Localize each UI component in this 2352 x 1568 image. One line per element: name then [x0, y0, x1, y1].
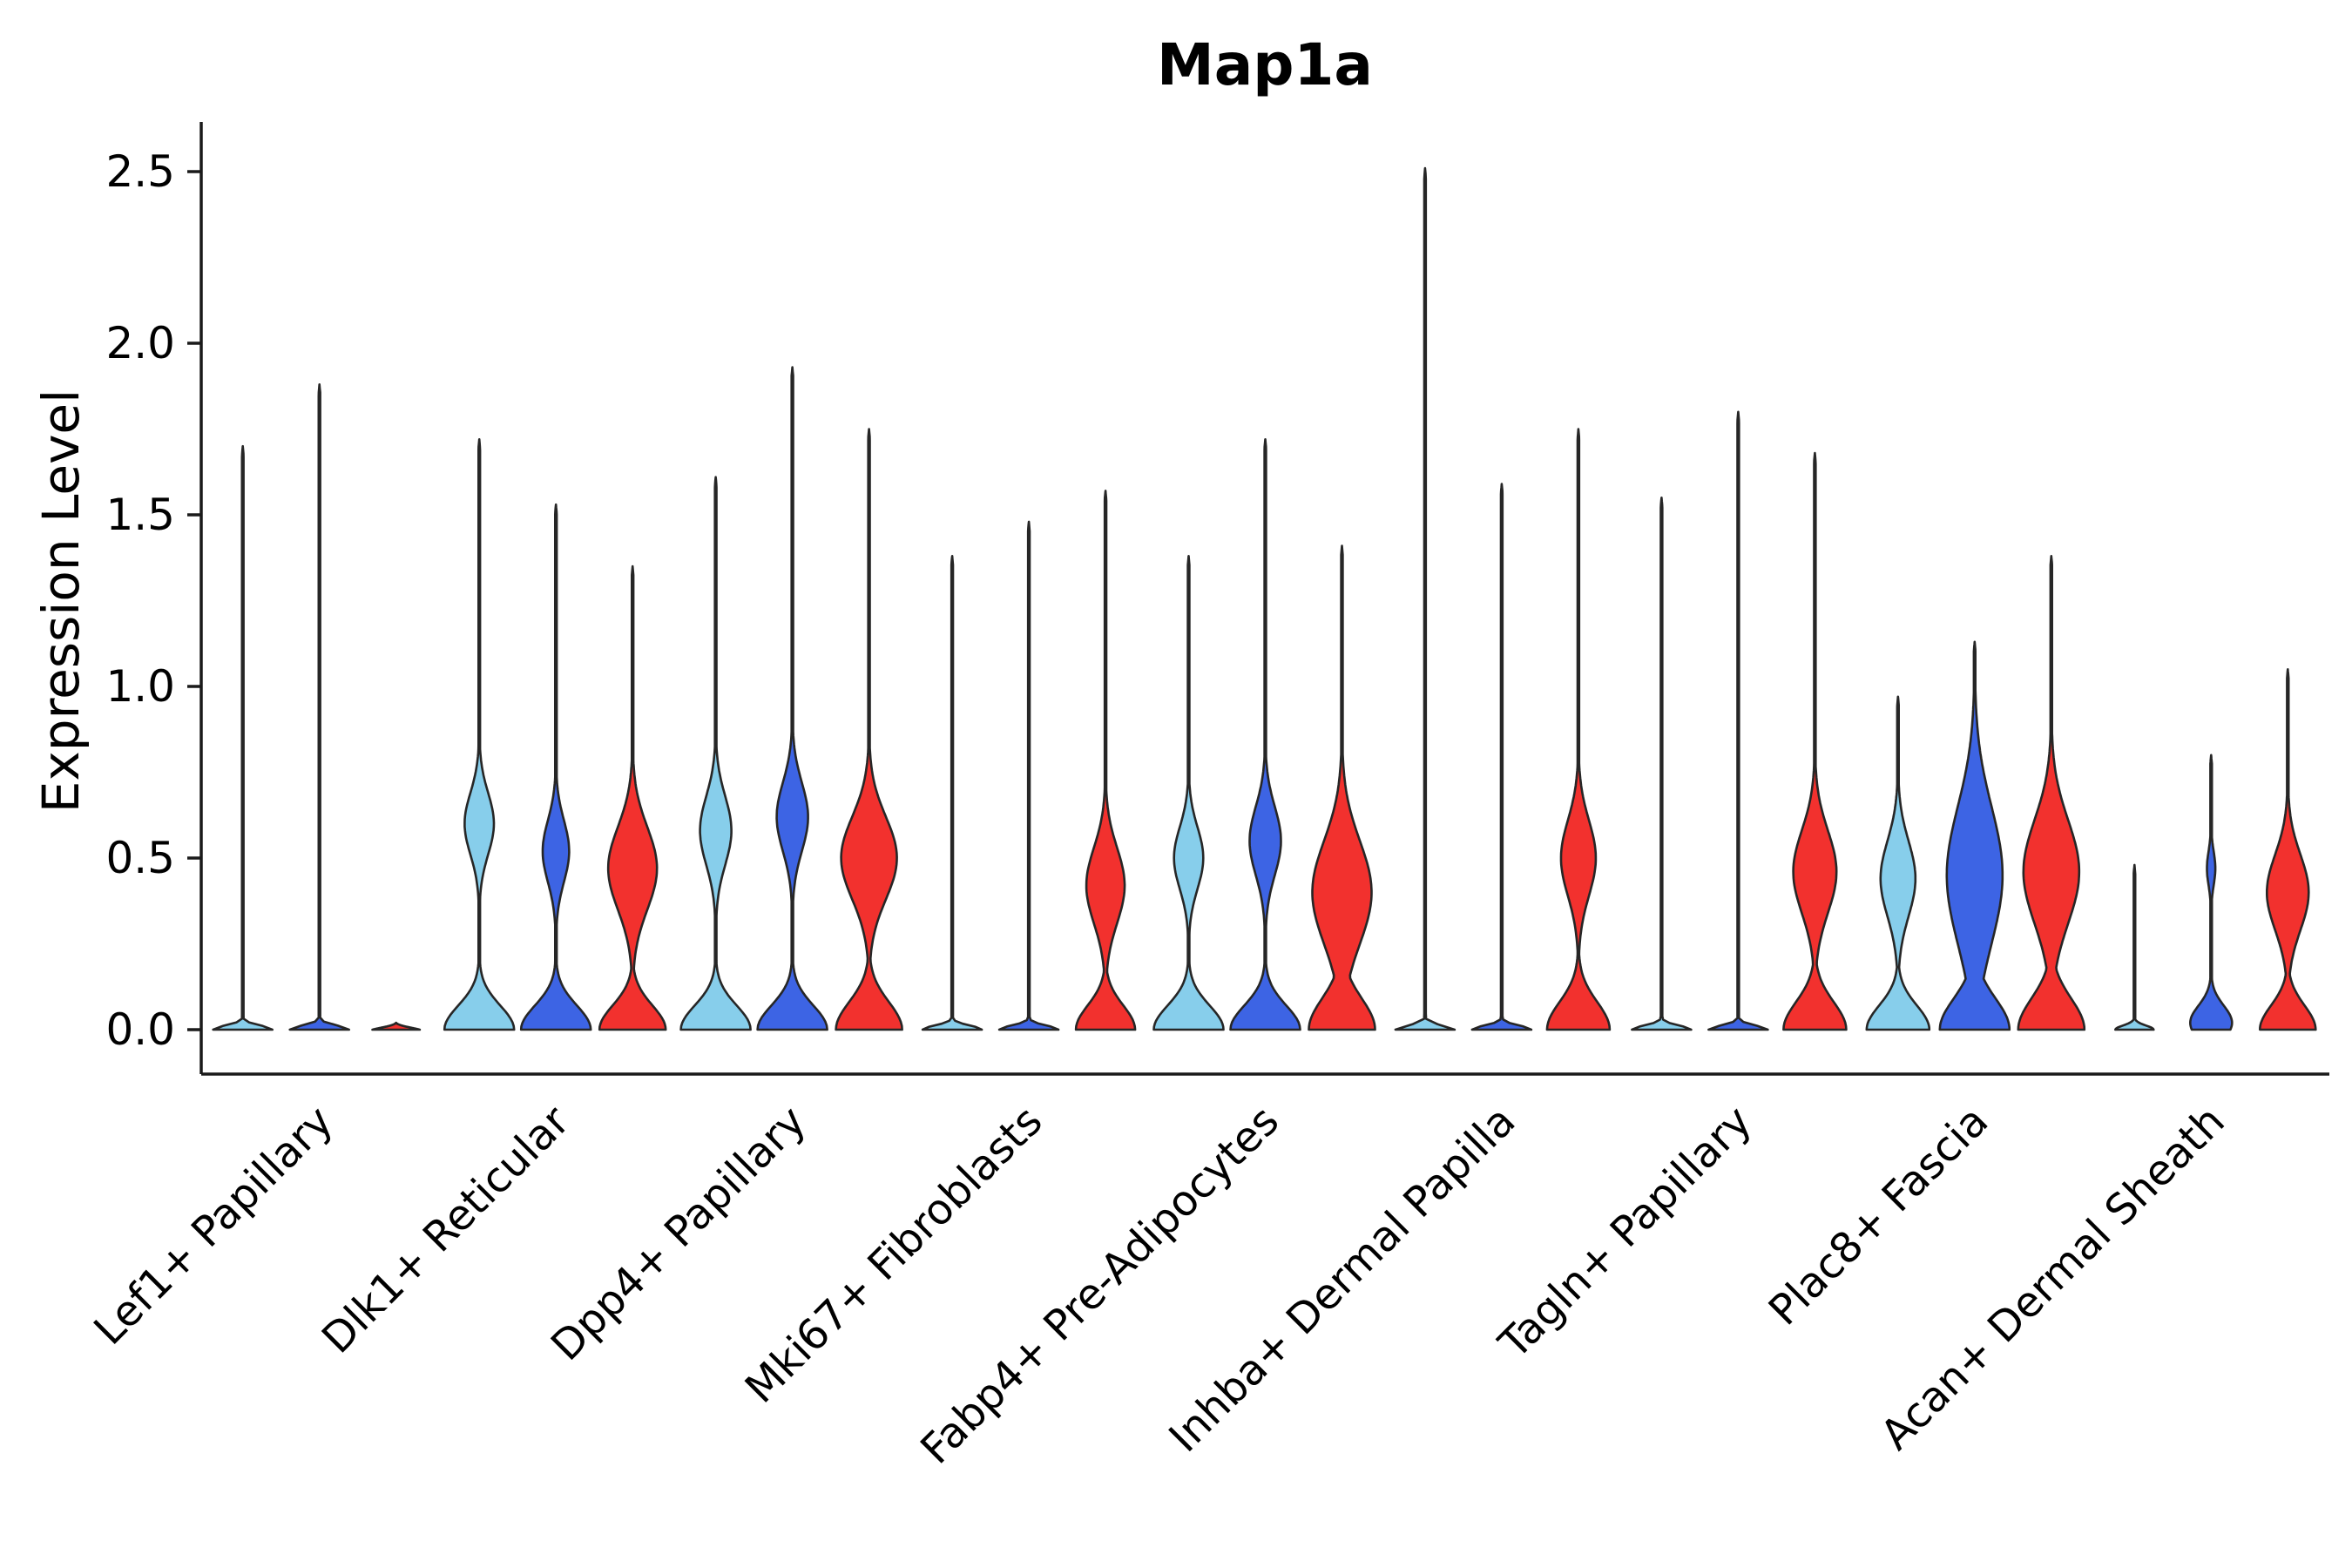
- violin-group-blue: [1707, 410, 1769, 1031]
- violin-group-lightblue: [1394, 166, 1456, 1031]
- y-tick-label: 1.0: [105, 661, 175, 712]
- violin-group-red: [2259, 668, 2317, 1031]
- violin-group-red: [371, 1021, 422, 1031]
- y-tick-label: 2.5: [105, 146, 175, 197]
- violin-group-blue: [997, 520, 1060, 1031]
- violin-group-lightblue: [1152, 555, 1225, 1031]
- x-tick-label: Lef1+ Papillary: [84, 1097, 342, 1355]
- violin-group-lightblue: [2114, 863, 2155, 1031]
- violin-group-blue: [756, 366, 828, 1031]
- y-tick-label: 0.5: [105, 833, 175, 883]
- y-tick-label: 2.0: [105, 318, 175, 368]
- violin-group-lightblue: [921, 555, 983, 1031]
- violin-group-blue: [288, 383, 350, 1031]
- y-tick-label: 0.0: [105, 1004, 175, 1055]
- violin-group-red: [2017, 555, 2086, 1031]
- violin-group-red: [1782, 451, 1848, 1031]
- violin-group-lightblue: [1865, 695, 1931, 1031]
- violin-group-blue: [2189, 754, 2234, 1031]
- x-tick-label: Dpp4+ Papillary: [542, 1097, 815, 1370]
- y-tick-label: 1.5: [105, 490, 175, 540]
- x-tick-label: Tagln+ Papillary: [1490, 1097, 1761, 1369]
- violin-group-red: [1545, 428, 1612, 1031]
- violin-group-red: [835, 428, 903, 1031]
- violin-group-blue: [519, 503, 592, 1031]
- violin-group-blue: [1229, 438, 1301, 1031]
- violin-group-red: [1074, 490, 1137, 1031]
- chart-title: Map1a: [1157, 31, 1373, 98]
- violin-group-lightblue: [1631, 497, 1693, 1031]
- x-tick-label: Plac8+ Fascia: [1760, 1097, 1998, 1335]
- violin-group-blue: [1938, 640, 2011, 1031]
- violin-group-lightblue: [679, 476, 752, 1031]
- violin-group-red: [598, 564, 667, 1031]
- x-tick-label: Dlk1+ Reticular: [313, 1097, 579, 1363]
- violin-group-lightblue: [443, 438, 516, 1031]
- violin-group-red: [1308, 544, 1376, 1031]
- violin-group-lightblue: [212, 444, 274, 1031]
- violin-group-blue: [1470, 483, 1533, 1031]
